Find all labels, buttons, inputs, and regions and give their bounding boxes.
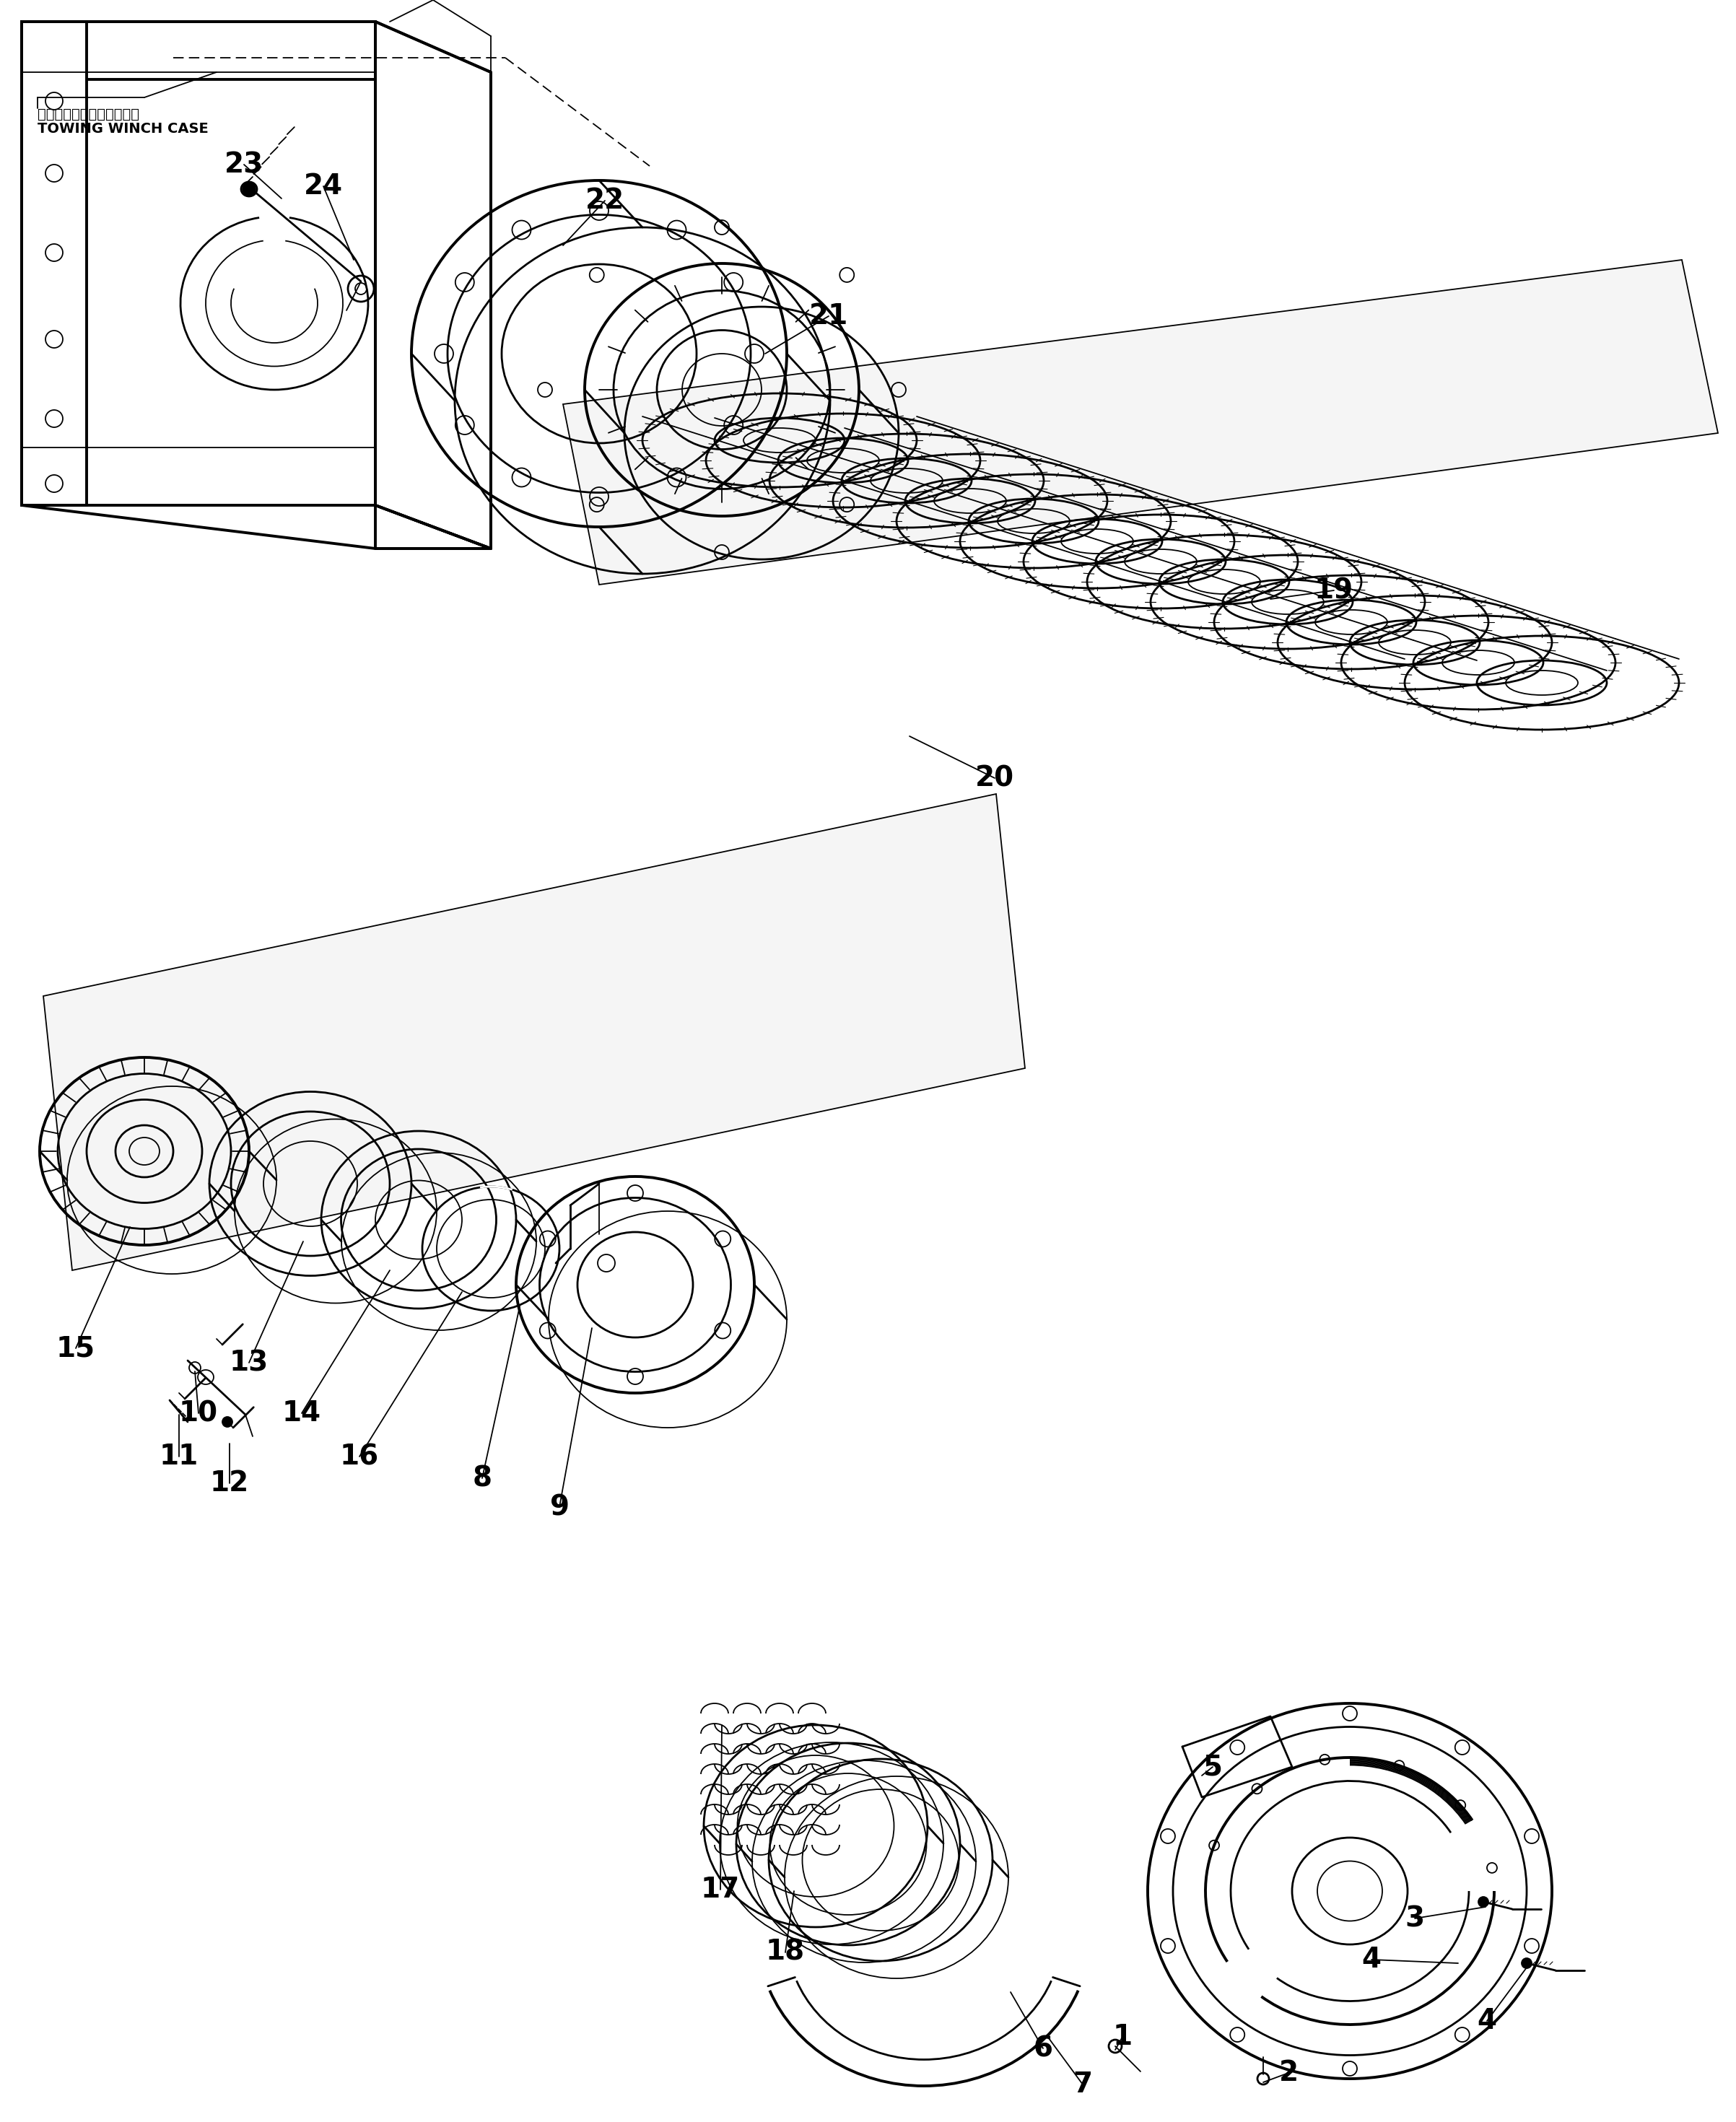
Text: 4: 4 [1477, 2007, 1496, 2035]
Text: 13: 13 [229, 1350, 269, 1377]
Text: 23: 23 [224, 151, 264, 178]
Circle shape [243, 182, 255, 195]
Text: 12: 12 [210, 1471, 250, 1496]
Text: 20: 20 [976, 764, 1014, 792]
Text: 22: 22 [585, 187, 625, 214]
Text: 11: 11 [160, 1443, 198, 1471]
Polygon shape [21, 21, 375, 79]
Text: 8: 8 [472, 1464, 491, 1492]
Text: TOWING WINCH CASE: TOWING WINCH CASE [38, 121, 208, 136]
Text: 5: 5 [1203, 1753, 1222, 1780]
Text: 21: 21 [809, 303, 849, 329]
Circle shape [1479, 1897, 1488, 1908]
Text: 1: 1 [1113, 2022, 1132, 2050]
Polygon shape [21, 21, 87, 505]
Text: 2: 2 [1279, 2058, 1299, 2086]
Circle shape [1522, 1959, 1531, 1969]
Text: 14: 14 [283, 1401, 321, 1426]
Polygon shape [43, 794, 1024, 1271]
Text: 17: 17 [701, 1876, 740, 1903]
Text: 6: 6 [1033, 2035, 1052, 2063]
Text: トーイングウィンチケース: トーイングウィンチケース [38, 108, 139, 121]
Text: 16: 16 [340, 1443, 378, 1471]
Text: 18: 18 [766, 1940, 806, 1967]
Text: 4: 4 [1361, 1946, 1382, 1973]
Text: 9: 9 [550, 1494, 569, 1521]
Text: 15: 15 [56, 1335, 95, 1362]
Text: 19: 19 [1314, 577, 1354, 605]
Polygon shape [562, 259, 1719, 586]
Text: 24: 24 [304, 172, 344, 199]
Text: 10: 10 [179, 1401, 219, 1426]
Text: 3: 3 [1404, 1906, 1425, 1933]
Text: 7: 7 [1073, 2071, 1092, 2099]
Circle shape [222, 1417, 233, 1426]
